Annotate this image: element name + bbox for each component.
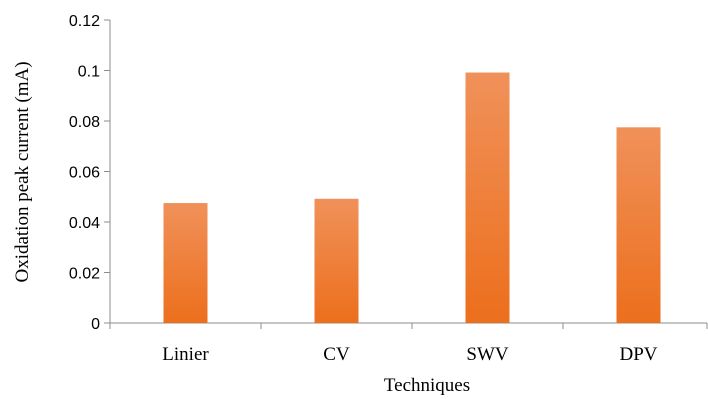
y-tick-label: 0.12 — [69, 13, 100, 30]
category-labels: Linier CV SWV DPV — [162, 344, 657, 365]
bar-swv — [465, 72, 510, 324]
y-axis: 0 0.02 0.04 0.06 0.08 0.1 0.12 — [69, 13, 111, 333]
x-ticks — [109, 323, 708, 329]
y-axis-title: Oxidation peak current (mA) — [12, 61, 33, 282]
y-tick-label: 0 — [91, 316, 100, 333]
x-axis-title: Techniques — [384, 375, 470, 396]
x-tick-label: CV — [323, 344, 350, 365]
y-tick-label: 0.04 — [69, 215, 100, 232]
bar-dpv — [616, 127, 661, 323]
x-tick-label: DPV — [619, 344, 657, 365]
bars — [163, 72, 661, 324]
y-tick-label: 0.08 — [69, 114, 100, 131]
bar-cv — [314, 198, 359, 323]
y-tick-label: 0.1 — [78, 64, 100, 81]
bar-linier — [163, 203, 208, 323]
y-ticks: 0 0.02 0.04 0.06 0.08 0.1 0.12 — [69, 13, 110, 333]
x-axis — [109, 322, 708, 329]
y-tick-label: 0.02 — [69, 266, 100, 283]
x-tick-label: SWV — [466, 344, 509, 365]
x-tick-label: Linier — [162, 344, 209, 365]
y-tick-label: 0.06 — [69, 165, 100, 182]
